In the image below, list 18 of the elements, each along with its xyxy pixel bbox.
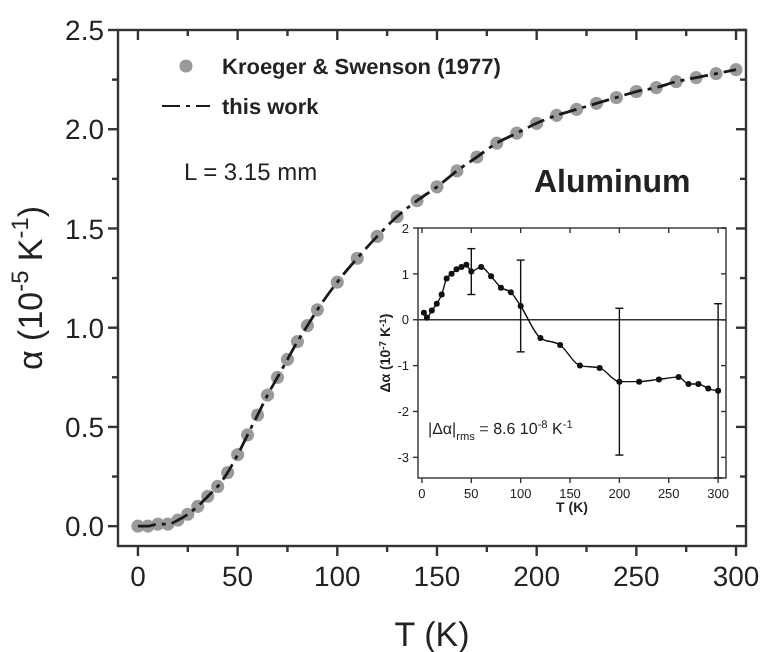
legend-label: Kroeger & Swenson (1977) (222, 56, 502, 80)
y-tick-label: 2.5 (65, 14, 105, 47)
x-tick-label: 0 (130, 560, 147, 592)
annotation: Aluminum (534, 166, 691, 200)
annotation: |Δα|$_{rms}$ = 8.6 10$^{-8}$ K$^{-1}$ (428, 420, 573, 444)
x-tick-label: 100 (313, 560, 362, 592)
y-tick-label: 2.0 (65, 113, 105, 146)
x-tick-label: 300 (712, 560, 760, 592)
x-tick-label: 50 (222, 560, 254, 592)
y-tick-label: 1.0 (65, 311, 105, 344)
y-tick-label: 0.0 (65, 510, 105, 543)
x-tick-label: 250 (612, 560, 661, 592)
annotation: L = 3.15 mm (184, 158, 318, 186)
x-tick-label: 150 (413, 560, 461, 592)
x-tick-label: 200 (513, 560, 561, 592)
legend-label: this work (222, 96, 321, 120)
y-tick-label: 1.5 (65, 212, 105, 245)
y-tick-label: 0.5 (65, 411, 105, 443)
